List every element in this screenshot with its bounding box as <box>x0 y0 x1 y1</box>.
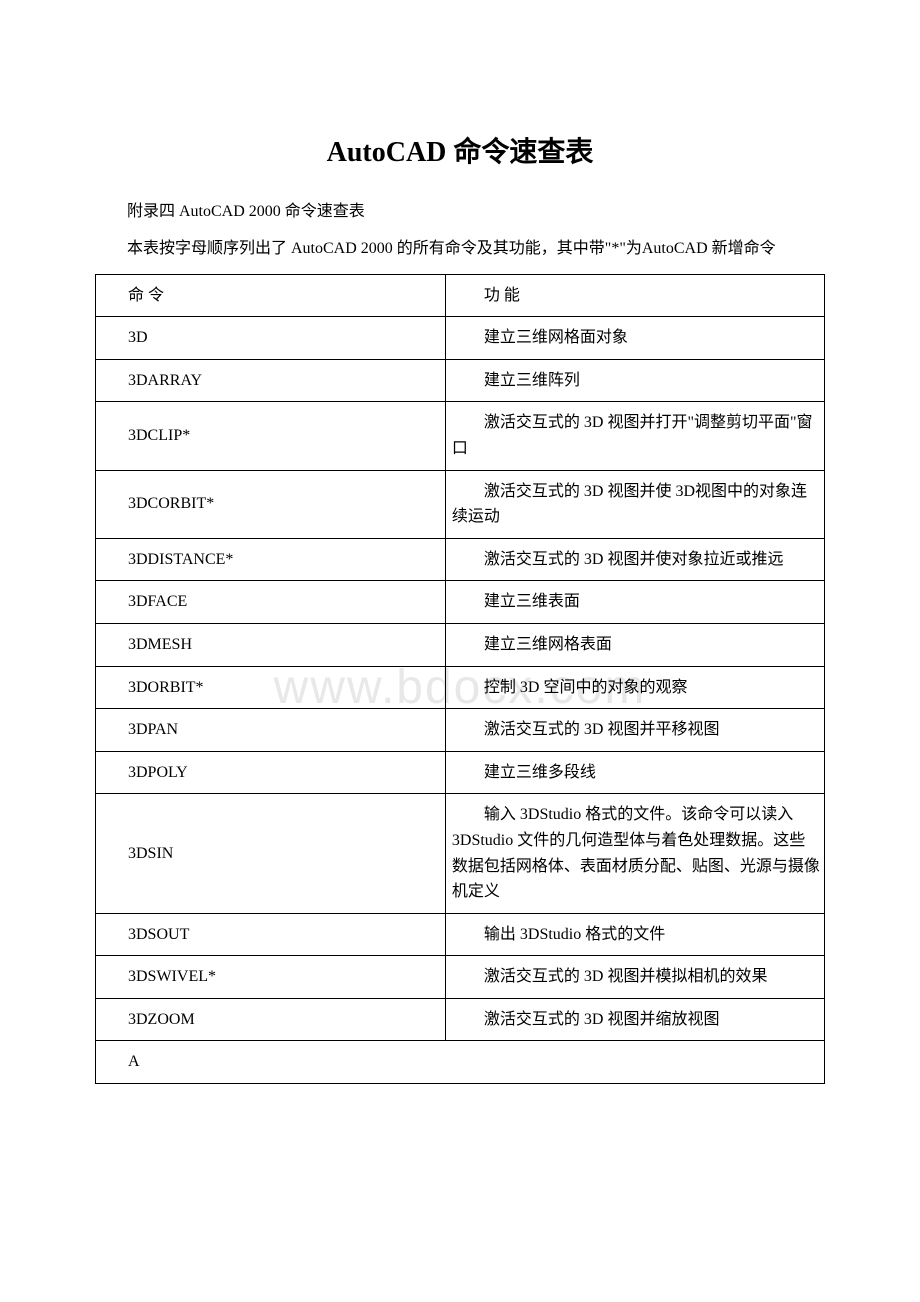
table-row: 3DPOLY 建立三维多段线 <box>96 751 825 794</box>
description-cell: 激活交互式的 3D 视图并缩放视图 <box>445 998 824 1041</box>
page-title: AutoCAD 命令速查表 <box>95 130 825 170</box>
table-row: 3DSIN 输入 3DStudio 格式的文件。该命令可以读入 3DStudio… <box>96 794 825 913</box>
command-cell: 3DCORBIT* <box>96 470 446 538</box>
command-table-wrapper: 命 令 功 能 3D 建立三维网格面对象 3DARRAY 建立三维阵列 3DCL… <box>95 274 825 1084</box>
header-command: 命 令 <box>96 274 446 317</box>
command-cell: 3DPOLY <box>96 751 446 794</box>
table-row: 3DDISTANCE* 激活交互式的 3D 视图并使对象拉近或推远 <box>96 538 825 581</box>
command-table: 命 令 功 能 3D 建立三维网格面对象 3DARRAY 建立三维阵列 3DCL… <box>95 274 825 1084</box>
table-row: 3DZOOM 激活交互式的 3D 视图并缩放视图 <box>96 998 825 1041</box>
command-cell: 3DSWIVEL* <box>96 956 446 999</box>
intro-paragraph-2: 本表按字母顺序列出了 AutoCAD 2000 的所有命令及其功能，其中带"*"… <box>95 235 825 264</box>
description-cell: 激活交互式的 3D 视图并打开"调整剪切平面"窗口 <box>445 402 824 470</box>
table-row: 3DORBIT* 控制 3D 空间中的对象的观察 <box>96 666 825 709</box>
table-row: 3DMESH 建立三维网格表面 <box>96 623 825 666</box>
section-letter-cell: A <box>96 1041 825 1084</box>
command-cell: 3DCLIP* <box>96 402 446 470</box>
table-row: A <box>96 1041 825 1084</box>
table-row: 3DCORBIT* 激活交互式的 3D 视图并使 3D视图中的对象连续运动 <box>96 470 825 538</box>
command-cell: 3D <box>96 317 446 360</box>
command-cell: 3DZOOM <box>96 998 446 1041</box>
command-cell: 3DARRAY <box>96 359 446 402</box>
table-row: 3DSWIVEL* 激活交互式的 3D 视图并模拟相机的效果 <box>96 956 825 999</box>
table-row: 3DFACE 建立三维表面 <box>96 581 825 624</box>
table-row: 3D 建立三维网格面对象 <box>96 317 825 360</box>
description-cell: 建立三维多段线 <box>445 751 824 794</box>
table-header-row: 命 令 功 能 <box>96 274 825 317</box>
table-row: 3DCLIP* 激活交互式的 3D 视图并打开"调整剪切平面"窗口 <box>96 402 825 470</box>
description-cell: 输入 3DStudio 格式的文件。该命令可以读入 3DStudio 文件的几何… <box>445 794 824 913</box>
description-cell: 激活交互式的 3D 视图并平移视图 <box>445 709 824 752</box>
command-cell: 3DMESH <box>96 623 446 666</box>
command-cell: 3DORBIT* <box>96 666 446 709</box>
command-cell: 3DPAN <box>96 709 446 752</box>
command-cell: 3DFACE <box>96 581 446 624</box>
table-row: 3DSOUT 输出 3DStudio 格式的文件 <box>96 913 825 956</box>
description-cell: 建立三维阵列 <box>445 359 824 402</box>
description-cell: 激活交互式的 3D 视图并模拟相机的效果 <box>445 956 824 999</box>
description-cell: 激活交互式的 3D 视图并使 3D视图中的对象连续运动 <box>445 470 824 538</box>
description-cell: 建立三维网格面对象 <box>445 317 824 360</box>
command-cell: 3DSOUT <box>96 913 446 956</box>
header-description: 功 能 <box>445 274 824 317</box>
table-row: 3DPAN 激活交互式的 3D 视图并平移视图 <box>96 709 825 752</box>
description-cell: 控制 3D 空间中的对象的观察 <box>445 666 824 709</box>
intro-paragraph-1: 附录四 AutoCAD 2000 命令速查表 <box>95 198 825 227</box>
description-cell: 建立三维表面 <box>445 581 824 624</box>
command-cell: 3DDISTANCE* <box>96 538 446 581</box>
description-cell: 激活交互式的 3D 视图并使对象拉近或推远 <box>445 538 824 581</box>
table-row: 3DARRAY 建立三维阵列 <box>96 359 825 402</box>
command-cell: 3DSIN <box>96 794 446 913</box>
description-cell: 输出 3DStudio 格式的文件 <box>445 913 824 956</box>
description-cell: 建立三维网格表面 <box>445 623 824 666</box>
